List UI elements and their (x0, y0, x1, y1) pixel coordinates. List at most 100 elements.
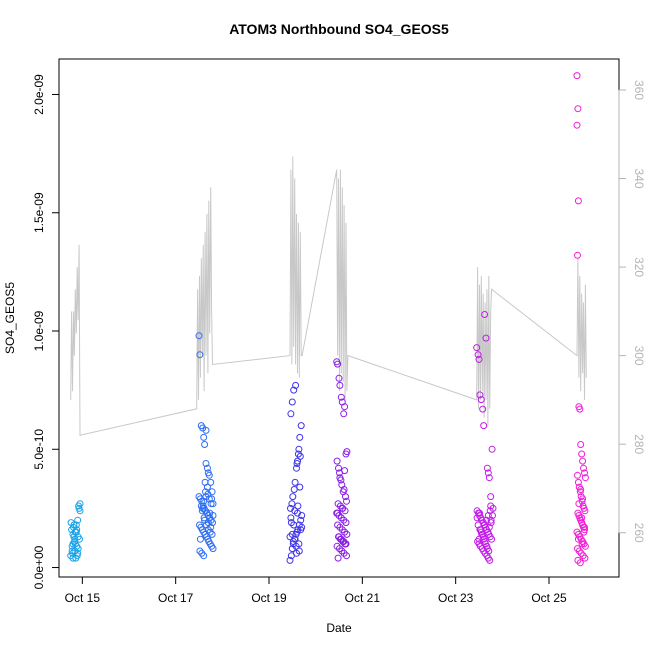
data-point (338, 504, 346, 512)
data-point (343, 448, 351, 456)
data-point (74, 516, 82, 524)
data-point (334, 509, 342, 517)
data-point (481, 311, 489, 318)
x-axis-label: Date (326, 621, 352, 635)
data-point (486, 556, 494, 564)
data-point (343, 530, 351, 538)
data-point (202, 426, 210, 434)
data-point (199, 504, 207, 512)
y-tick-label: 1.0e-09 (32, 310, 46, 351)
x-tick-label: Oct 19 (251, 591, 287, 605)
data-point (474, 351, 482, 359)
y-tick-label: 5.0e-10 (32, 429, 46, 470)
y2-axis: 260 280 300 320 340 360 (618, 80, 646, 543)
data-point (340, 538, 348, 545)
data-point (335, 374, 343, 382)
data-point (484, 512, 492, 519)
data-point (72, 528, 80, 536)
x-tick-label: Oct 17 (158, 591, 194, 605)
data-point (479, 530, 487, 538)
data-point (297, 526, 305, 534)
y2-tick-label: 340 (632, 168, 646, 188)
data-point (69, 554, 77, 562)
data-point (481, 538, 489, 545)
data-point (486, 507, 494, 515)
data-point (483, 516, 490, 524)
data-point (290, 486, 298, 493)
data-point (295, 540, 303, 548)
data-point (341, 528, 349, 536)
data-point (341, 467, 349, 475)
data-point (207, 523, 215, 531)
data-point (202, 488, 209, 496)
series-flight1 (67, 500, 84, 562)
data-point (287, 410, 295, 418)
y-tick-label: 0.0e+00 (32, 545, 46, 589)
x-tick-label: Oct 21 (345, 591, 381, 605)
data-point (293, 549, 300, 557)
altitude-line (70, 156, 587, 436)
data-point (336, 381, 344, 389)
data-point (334, 554, 342, 562)
data-point (342, 493, 349, 501)
data-point (209, 545, 217, 553)
series-flight2 (195, 332, 217, 560)
data-point (479, 405, 487, 413)
data-point (343, 552, 350, 560)
data-point (341, 403, 349, 411)
data-point (487, 502, 495, 510)
data-point (333, 542, 341, 550)
data-point (297, 516, 305, 524)
data-point (209, 500, 217, 508)
x-tick-label: Oct 15 (65, 591, 101, 605)
data-point (340, 410, 348, 418)
data-point (343, 497, 350, 505)
data-point (578, 540, 586, 548)
data-point (476, 509, 483, 517)
data-point (196, 547, 204, 555)
data-point (195, 332, 203, 340)
chart-title: ATOM3 Northbound SO4_GEOS5 (229, 21, 449, 37)
data-point (488, 445, 496, 453)
data-point (488, 535, 496, 543)
data-point (575, 547, 583, 555)
data-point (576, 405, 584, 413)
data-point (337, 514, 345, 522)
data-point (291, 535, 299, 543)
data-point (578, 514, 586, 522)
data-point (574, 105, 582, 113)
data-point (207, 500, 215, 508)
data-point (334, 500, 342, 508)
y-axis-label: SO4_GEOS5 (3, 282, 17, 354)
data-point (297, 422, 305, 430)
y2-tick-label: 320 (632, 257, 646, 277)
data-point (477, 526, 485, 534)
data-point (287, 519, 295, 527)
data-point (481, 521, 489, 529)
data-point (338, 526, 346, 534)
data-point (288, 398, 296, 406)
data-point (286, 556, 294, 564)
data-point (581, 469, 588, 477)
data-point (334, 521, 342, 529)
data-point (480, 422, 488, 430)
data-point (336, 523, 344, 531)
data-point (574, 556, 582, 564)
data-point (294, 502, 302, 510)
data-point (208, 495, 216, 503)
data-point (208, 530, 216, 538)
data-point (574, 197, 582, 205)
data-point (575, 500, 583, 508)
data-point (482, 334, 490, 342)
data-point (287, 514, 295, 522)
y2-tick-label: 360 (632, 80, 646, 100)
data-point (334, 360, 342, 368)
data-point (294, 509, 301, 517)
data-point (580, 464, 587, 472)
data-point (296, 483, 304, 491)
data-point (476, 391, 484, 399)
data-point (338, 547, 346, 555)
data-point (579, 495, 587, 503)
data-point (293, 464, 300, 472)
